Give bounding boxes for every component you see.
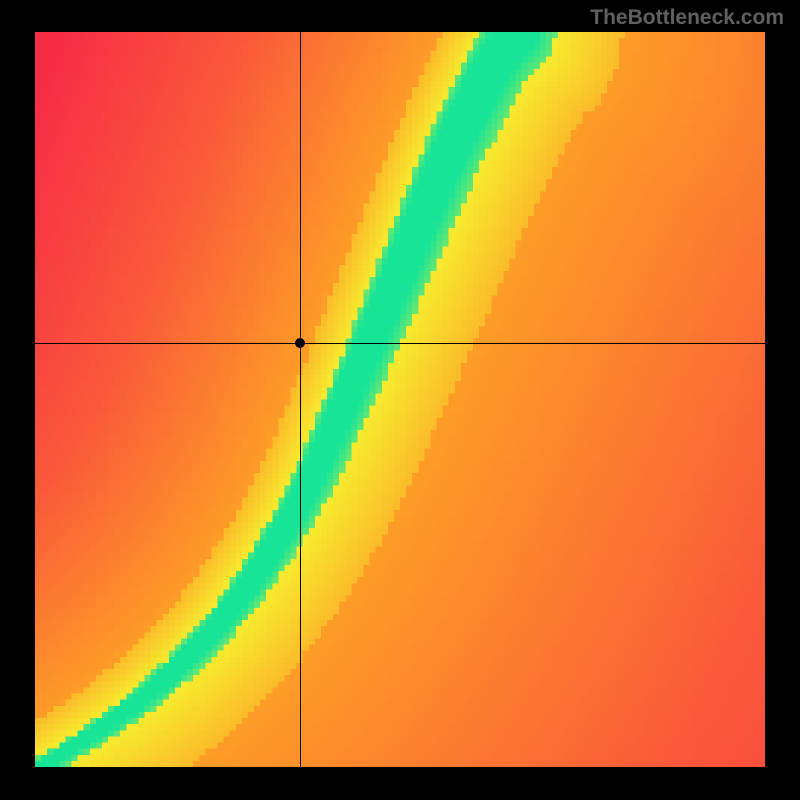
plot-area [35,32,765,767]
marker-dot [295,338,305,348]
watermark-text: TheBottleneck.com [590,6,784,30]
crosshair-horizontal [35,343,765,344]
crosshair-vertical [300,32,301,767]
chart-container: TheBottleneck.com [0,0,800,800]
heatmap-canvas [35,32,765,767]
